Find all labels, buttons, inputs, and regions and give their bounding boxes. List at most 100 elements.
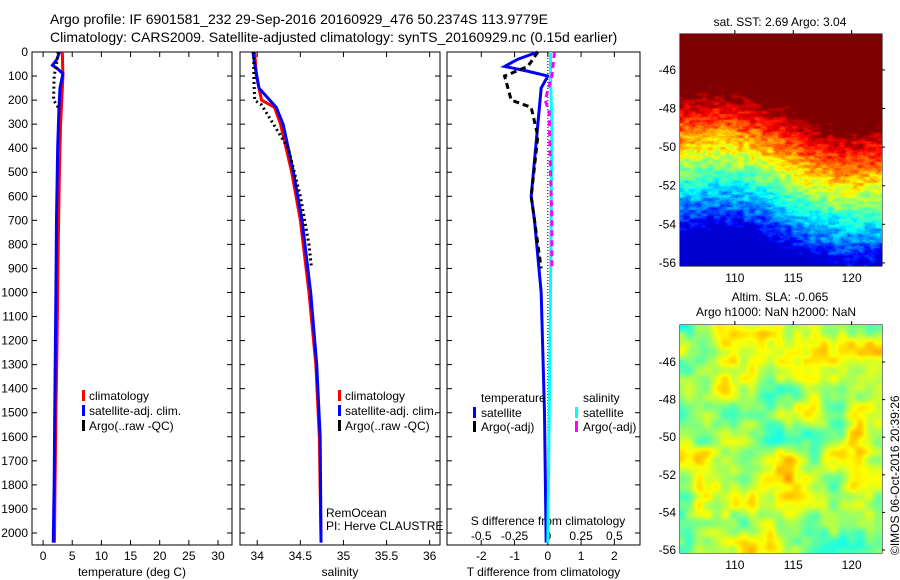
y-tick-label: 1500 (1, 406, 28, 420)
x-tick-label: 20 (153, 549, 167, 563)
pi-annotation: RemOcean (326, 506, 387, 520)
x2-tick-label: 0.25 (569, 529, 593, 543)
x-tick-label: 5 (69, 549, 76, 563)
y-tick-label: 100 (8, 69, 28, 83)
lon-tick-label: 110 (725, 558, 744, 572)
y-tick-label: 1900 (1, 502, 28, 516)
legend-swatch (82, 390, 85, 401)
legend-swatch (338, 390, 341, 401)
legend-swatch (82, 405, 85, 416)
sla-map-title: Altim. SLA: -0.065 (732, 290, 829, 304)
sla-map-subtitle: Argo h1000: NaN h2000: NaN (696, 305, 856, 319)
legend-swatch (338, 420, 341, 431)
temperature-panel: 0100200300400500600700800900100011001200… (1, 45, 233, 579)
x-tick-label: 34 (251, 549, 265, 563)
lat-tick-label: -48 (659, 102, 677, 116)
series-satellite-adj-clim- (50, 51, 65, 543)
imos-credit: ©IMOS 06-Oct-2016 20:39:26 (888, 395, 900, 555)
sla-map-axes: 110 115 120 -46 -48 -50 -52 -54 -56 (659, 321, 885, 572)
x-tick-label: 0 (40, 549, 47, 563)
y-tick-label: 1300 (1, 358, 28, 372)
x2-tick-label: 0.5 (606, 529, 623, 543)
legend-header-temperature: temperature (481, 391, 546, 405)
series-argo-raw-qc- (52, 51, 60, 109)
title-line1: Argo profile: IF 6901581_232 29-Sep-2016… (50, 11, 548, 27)
x-tick-label: 34.5 (289, 549, 313, 563)
x-tick-label: 35.5 (375, 549, 399, 563)
lon-tick-label: 120 (842, 558, 862, 572)
y-tick-label: 800 (8, 237, 28, 251)
x-tick-label: -2 (476, 549, 487, 563)
y-tick-label: 400 (8, 141, 28, 155)
legend-swatch (575, 407, 578, 418)
y-tick-label: 2000 (1, 526, 28, 540)
legend-header-salinity: salinity (583, 391, 620, 405)
y-tick-label: 1200 (1, 334, 28, 348)
lon-tick-label: 120 (842, 271, 862, 285)
lat-tick-label: -48 (659, 393, 677, 407)
x-tick-label: 35 (337, 549, 351, 563)
legend-label: climatology (345, 389, 405, 403)
lat-tick-label: -54 (659, 217, 677, 231)
y-tick-label: 500 (8, 165, 28, 179)
salinity-panel: 34 34.5 35 35.5 36 salinity climatologysatelli… (239, 51, 443, 579)
legend-label: Argo(..raw -QC) (89, 419, 174, 433)
legend-label: satellite-adj. clim. (89, 404, 181, 418)
lat-tick-label: -56 (659, 543, 677, 557)
y-tick-label: 1600 (1, 430, 28, 444)
lat-tick-label: -52 (659, 179, 677, 193)
legend-label: Argo(-adj) (481, 420, 534, 434)
pi-annotation: PI: Herve CLAUSTRE (326, 519, 443, 533)
x-tick-label: 1 (578, 549, 585, 563)
x2-tick-label: -0.5 (471, 529, 492, 543)
sst-map-image (680, 34, 882, 266)
y-tick-label: 600 (8, 189, 28, 203)
lat-tick-label: -52 (659, 468, 677, 482)
legend-label: satellite (481, 406, 522, 420)
lat-tick-label: -46 (659, 63, 677, 77)
lat-tick-label: -50 (659, 140, 677, 154)
lon-tick-label: 110 (725, 271, 744, 285)
legend-label: satellite-adj. clim. (345, 404, 437, 418)
legend-swatch (575, 421, 578, 432)
x-tick-label: -1 (509, 549, 520, 563)
legend-swatch (473, 407, 476, 418)
series-satellite-adj-clim- (251, 51, 323, 543)
y-tick-label: 1700 (1, 454, 28, 468)
y-tick-label: 1400 (1, 382, 28, 396)
y-tick-label: 700 (8, 213, 28, 227)
lat-tick-label: -50 (659, 430, 677, 444)
series-s-satellite (546, 52, 554, 543)
legend-label: Argo(-adj) (583, 420, 636, 434)
sla-map-image (680, 325, 882, 553)
x2-tick-label: -0.25 (501, 529, 529, 543)
y-tick-label: 900 (8, 261, 28, 275)
lon-tick-label: 115 (784, 271, 803, 285)
x-tick-label: 0 (544, 549, 551, 563)
sst-map-title: sat. SST: 2.69 Argo: 3.04 (714, 15, 847, 29)
y-tick-label: 0 (21, 45, 28, 59)
axes-box (446, 51, 641, 546)
y-tick-label: 1100 (2, 310, 28, 324)
legend-label: satellite (583, 406, 624, 420)
x-tick-label: 30 (211, 549, 225, 563)
series-t-argo-adj- (502, 51, 543, 269)
legend-label: climatology (89, 389, 149, 403)
lat-tick-label: -56 (659, 256, 677, 270)
axes-box (31, 51, 233, 546)
y-tick-label: 200 (8, 93, 28, 107)
series-s-argo-adj- (543, 51, 556, 269)
x-tick-label: 25 (182, 549, 196, 563)
x-tick-label: 15 (124, 549, 138, 563)
y-tick-label: 1000 (1, 285, 28, 299)
lat-tick-label: -54 (659, 505, 677, 519)
title-line2: Climatology: CARS2009. Satellite-adjuste… (50, 29, 618, 45)
x-axis-label: T difference from climatology (467, 565, 621, 579)
y-tick-label: 1800 (1, 478, 28, 492)
y-tick-label: 300 (8, 117, 28, 131)
legend-swatch (82, 420, 85, 431)
lon-tick-label: 115 (784, 558, 803, 572)
lat-tick-label: -46 (659, 355, 677, 369)
